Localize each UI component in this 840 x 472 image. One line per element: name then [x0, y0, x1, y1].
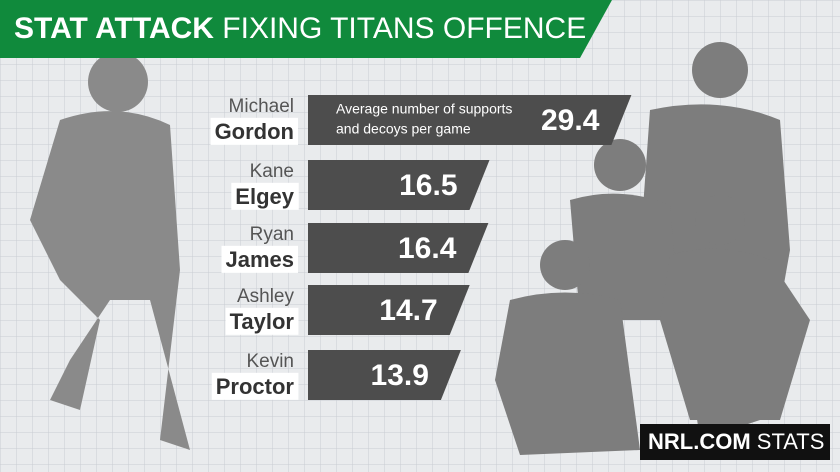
- last-name: James: [225, 247, 294, 272]
- title-banner: [0, 0, 612, 58]
- value-label: 13.9: [371, 359, 429, 392]
- last-name-box: [225, 307, 299, 335]
- brand-text: NRL.COM STATS: [648, 429, 824, 454]
- last-name: Gordon: [215, 119, 294, 144]
- value-label: 16.4: [398, 232, 457, 265]
- bar: [308, 95, 632, 145]
- bar: [308, 223, 489, 273]
- first-name: Ashley: [237, 286, 295, 307]
- bar: [308, 160, 490, 210]
- chart-subtitle: FIXING TITANS OFFENCE: [222, 12, 586, 45]
- last-name-box: [210, 117, 298, 145]
- brand-box: [640, 424, 830, 460]
- bar: [308, 350, 461, 400]
- title-group: STAT ATTACK FIXING TITANS OFFENCE: [14, 12, 586, 45]
- player-photo-left: [30, 52, 190, 450]
- last-name-box: [221, 245, 298, 273]
- last-name-box: [231, 182, 299, 210]
- first-name: Kane: [250, 161, 294, 182]
- first-name: Kevin: [246, 351, 294, 372]
- chart-title: STAT ATTACK: [14, 12, 214, 45]
- first-name: Michael: [229, 96, 294, 117]
- player-photos-right: [495, 42, 810, 455]
- first-name: Ryan: [250, 224, 294, 245]
- last-name: Taylor: [230, 309, 295, 334]
- value-label: 16.5: [399, 169, 457, 202]
- last-name-box: [211, 372, 299, 400]
- bar: [308, 285, 470, 335]
- value-label: 29.4: [541, 104, 600, 137]
- annotation: Average number of supports: [336, 101, 512, 117]
- annotation: and decoys per game: [336, 121, 471, 137]
- last-name: Proctor: [216, 374, 295, 399]
- value-label: 14.7: [379, 294, 437, 327]
- brand-tag: STATS: [757, 429, 825, 454]
- last-name: Elgey: [235, 184, 294, 209]
- brand-name: NRL.COM: [648, 429, 751, 454]
